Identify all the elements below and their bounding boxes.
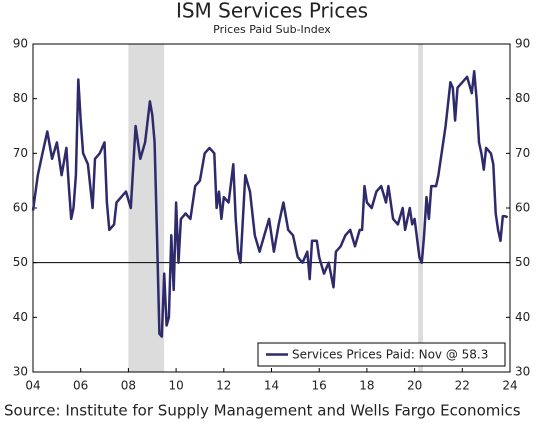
x-tick-label: 08 — [121, 379, 136, 393]
x-tick-label: 24 — [502, 379, 517, 393]
x-tick-label: 18 — [359, 379, 374, 393]
y2-tick-label: 30 — [515, 365, 530, 379]
chart-subtitle: Prices Paid Sub-Index — [213, 23, 331, 36]
x-tick-label: 04 — [25, 379, 40, 393]
plot-frame — [32, 43, 511, 373]
x-tick-label: 22 — [455, 379, 470, 393]
x-tick-label: 12 — [216, 379, 231, 393]
x-tick-label: 10 — [168, 379, 183, 393]
y-tick-label: 70 — [13, 146, 28, 160]
y2-tick-label: 60 — [515, 201, 530, 215]
y2-tick-label: 50 — [515, 255, 530, 269]
recession-band — [418, 44, 423, 372]
chart-title: ISM Services Prices — [176, 0, 368, 23]
y-tick-label: 80 — [13, 91, 28, 105]
x-tick-label: 20 — [407, 379, 422, 393]
y-tick-label: 50 — [13, 255, 28, 269]
y2-tick-label: 40 — [515, 310, 530, 324]
y-tick-label: 60 — [13, 201, 28, 215]
y2-tick-label: 90 — [515, 37, 530, 51]
legend-box — [257, 342, 506, 367]
y2-tick-label: 70 — [515, 146, 530, 160]
y2-tick-label: 80 — [515, 91, 530, 105]
series-line — [31, 70, 509, 338]
source: Source: Institute for Supply Management … — [4, 402, 521, 420]
y-tick-label: 40 — [13, 310, 28, 324]
x-tick-label: 14 — [264, 379, 279, 393]
y-tick-label: 90 — [13, 37, 28, 51]
x-tick-label: 16 — [312, 379, 327, 393]
y-tick-label: 30 — [13, 365, 28, 379]
legend-label: Services Prices Paid: Nov @ 58.3 — [292, 348, 488, 362]
x-tick-label: 06 — [73, 379, 88, 393]
